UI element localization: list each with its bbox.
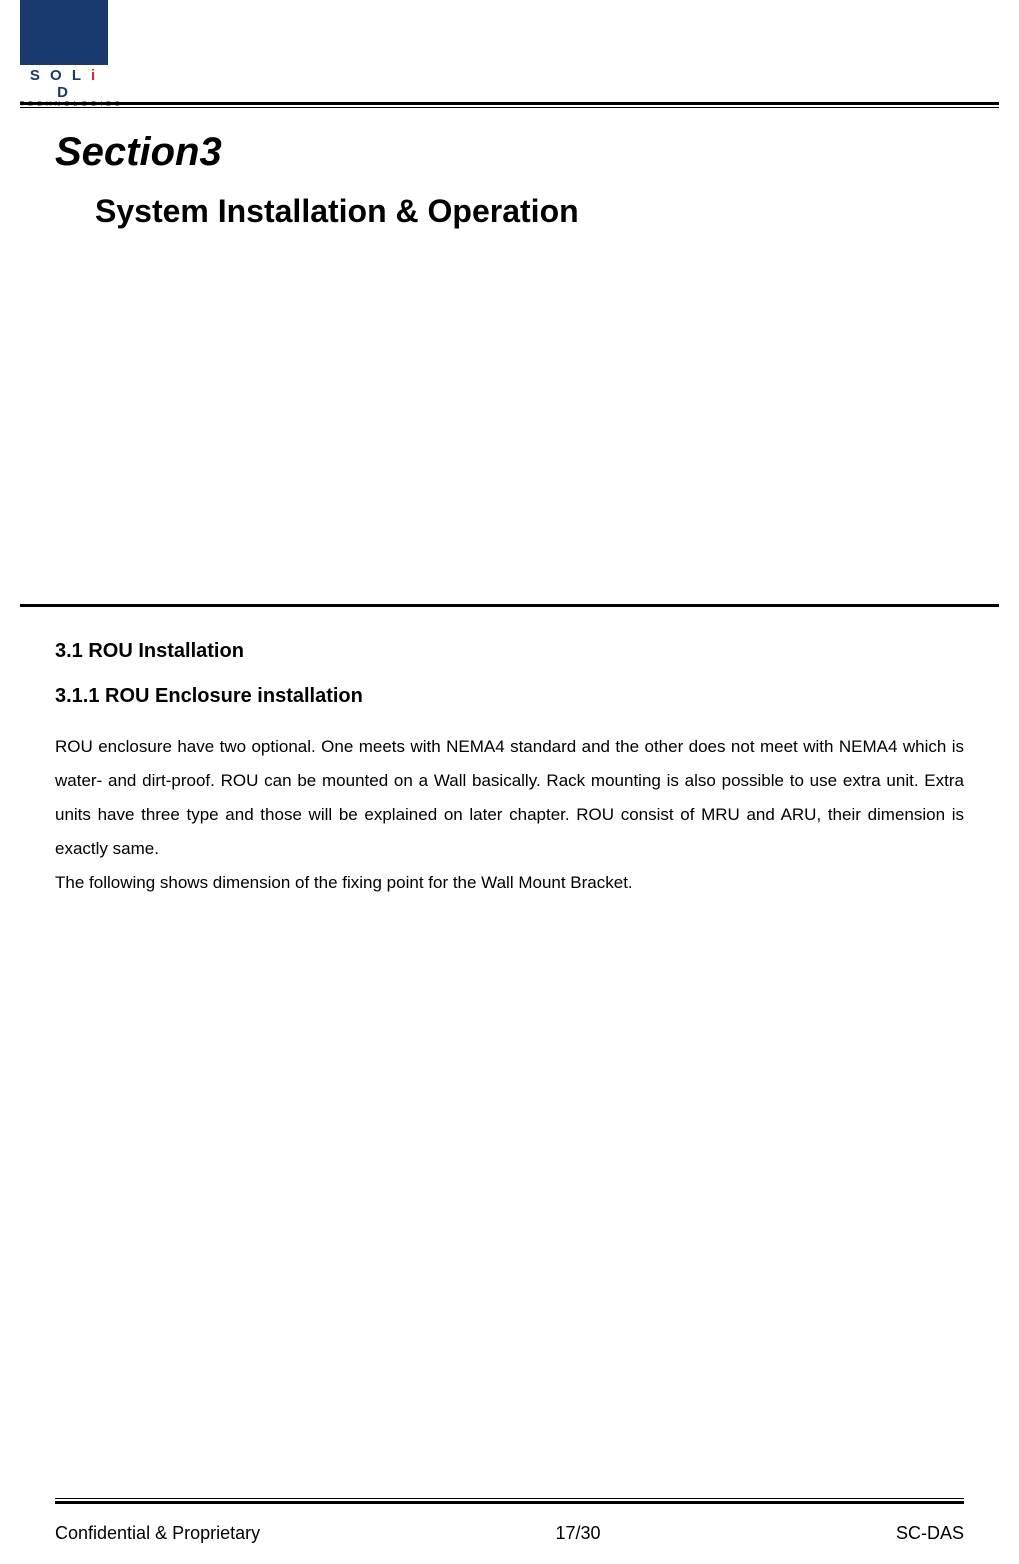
footer-right: SC-DAS bbox=[896, 1523, 964, 1544]
heading-3-1-1: 3.1.1 ROU Enclosure installation bbox=[55, 685, 964, 708]
section-title: System Installation & Operation bbox=[95, 193, 964, 230]
title-block: Section3 System Installation & Operation bbox=[55, 130, 964, 230]
mid-rule bbox=[20, 604, 999, 607]
footer-center: 17/30 bbox=[556, 1523, 601, 1544]
heading-3-1: 3.1 ROU Installation bbox=[55, 640, 964, 663]
body-paragraph-1: ROU enclosure have two optional. One mee… bbox=[55, 730, 964, 866]
footer-rule bbox=[55, 1498, 964, 1504]
header-rule bbox=[20, 102, 999, 108]
section-label: Section3 bbox=[55, 130, 964, 175]
footer-left: Confidential & Proprietary bbox=[55, 1523, 260, 1544]
body-paragraph-2: The following shows dimension of the fix… bbox=[55, 866, 964, 900]
page-footer: Confidential & Proprietary 17/30 SC-DAS bbox=[55, 1523, 964, 1544]
document-page: S O L i D TECHNOLOGIES Section3 System I… bbox=[0, 0, 1019, 1564]
logo-block bbox=[20, 0, 108, 65]
brand-logo: S O L i D TECHNOLOGIES bbox=[20, 0, 108, 108]
logo-text: S O L i D bbox=[20, 67, 108, 101]
body-content: 3.1 ROU Installation 3.1.1 ROU Enclosure… bbox=[55, 640, 964, 900]
